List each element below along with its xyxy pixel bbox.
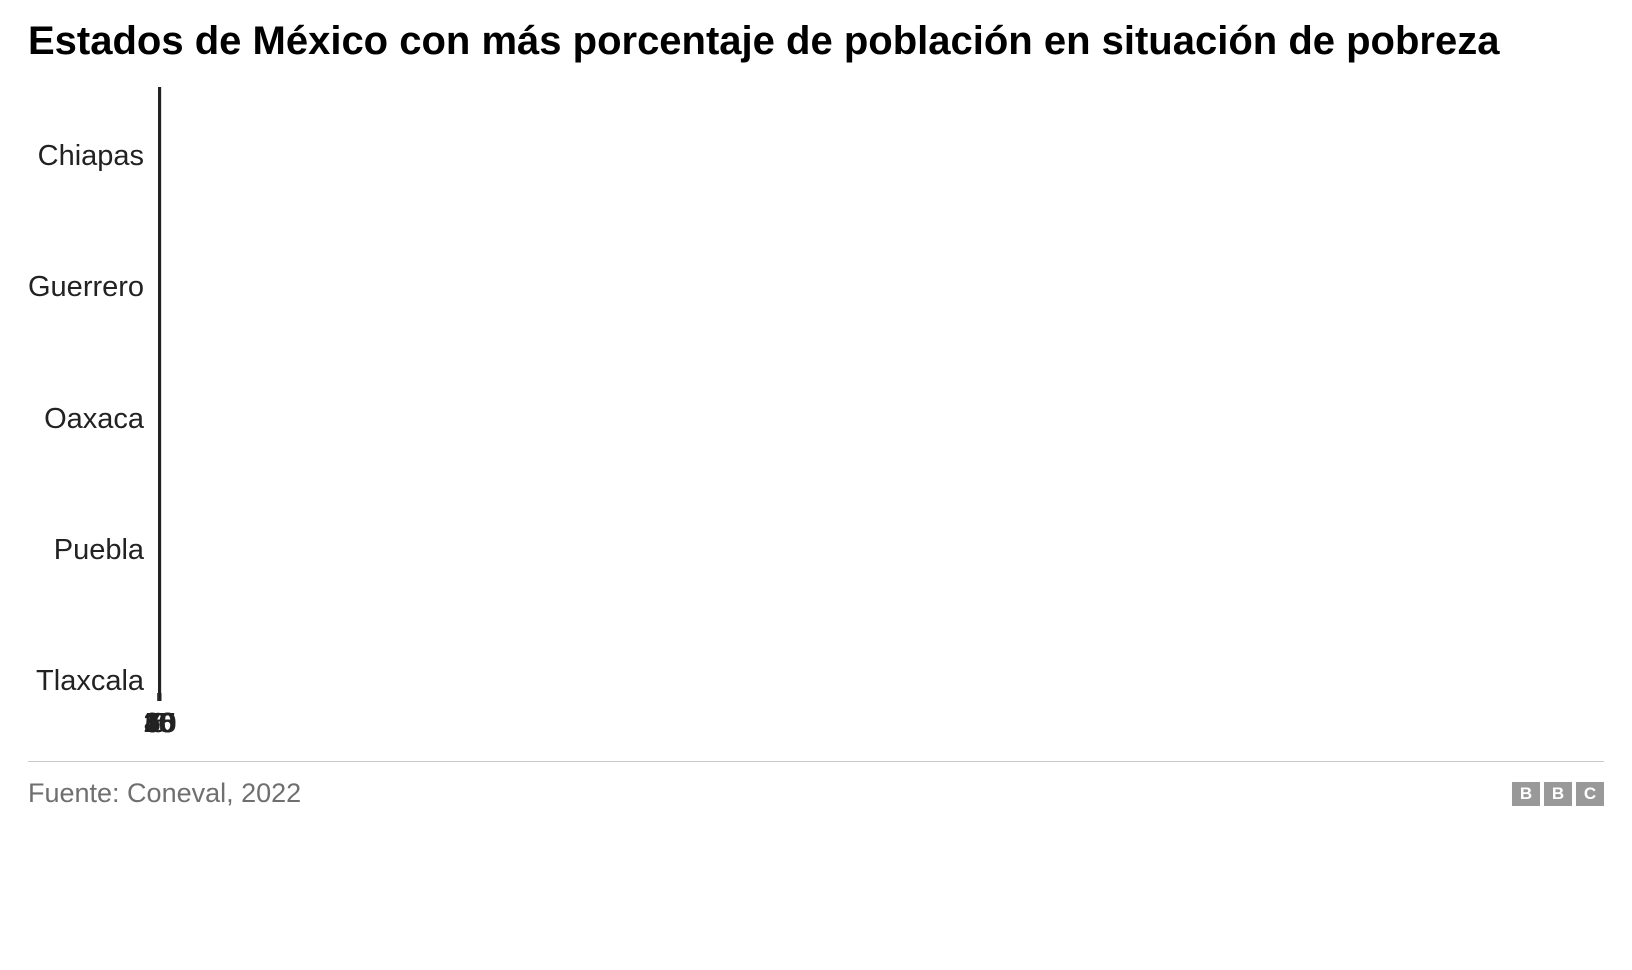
plot-area (158, 87, 161, 693)
y-label: Guerrero (28, 273, 144, 302)
y-label: Tlaxcala (28, 667, 144, 696)
y-axis-labels: Chiapas Guerrero Oaxaca Puebla Tlaxcala (28, 87, 158, 747)
y-label: Puebla (28, 536, 144, 565)
bbc-logo-letter: C (1576, 782, 1604, 806)
x-tick-label: 70 (145, 707, 176, 739)
chart-footer: Fuente: Coneval, 2022 BBC (28, 761, 1604, 809)
bbc-logo: BBC (1512, 782, 1604, 806)
y-label: Chiapas (28, 142, 144, 171)
chart-container: Chiapas Guerrero Oaxaca Puebla Tlaxcala 0510… (28, 87, 1604, 747)
source-text: Fuente: Coneval, 2022 (28, 778, 301, 809)
bbc-logo-letter: B (1512, 782, 1540, 806)
bbc-logo-letter: B (1544, 782, 1572, 806)
x-tick: 70 (145, 693, 176, 739)
y-label: Oaxaca (28, 405, 144, 434)
x-axis: 0510152025303540455055606570 (158, 693, 161, 747)
gridline (161, 87, 162, 693)
chart-title: Estados de México con más porcentaje de … (28, 18, 1604, 65)
